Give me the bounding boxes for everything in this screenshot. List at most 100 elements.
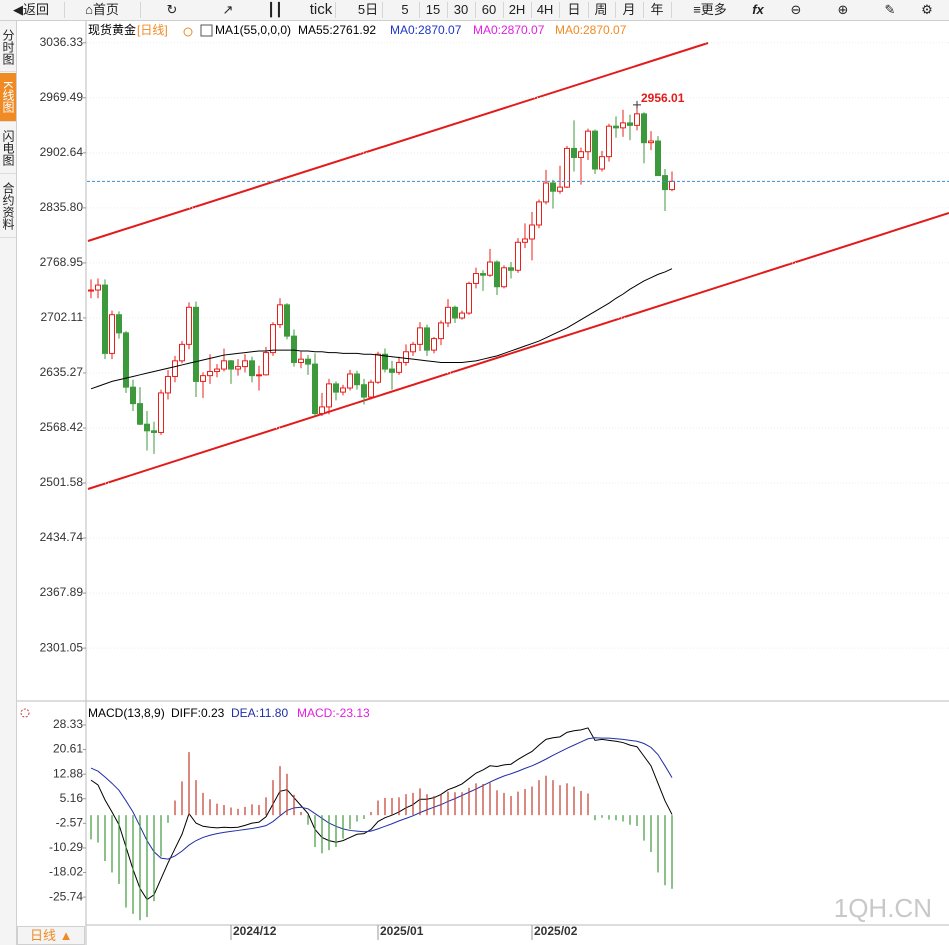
candle-button[interactable]: ┃┃ [267,2,283,17]
candle-body [452,306,458,319]
macd-line [90,727,673,901]
period-button[interactable]: 30 [453,2,469,17]
zoom-in-button[interactable]: ⊕ [837,2,849,17]
candle-body [200,375,206,382]
candle-body [102,284,108,354]
more-button[interactable]: ≡更多 [686,0,734,20]
button-label: 返回 [22,2,49,17]
candle-body [396,361,402,373]
candle-body [235,366,241,370]
candle-body [221,360,227,370]
candle-body [109,314,115,354]
refresh-button[interactable]: ↻ [166,2,178,17]
period-button[interactable]: 5日 [357,2,379,17]
period-button[interactable]: 4H [536,2,554,17]
separator [335,2,336,18]
max-marker [633,100,641,109]
formula-button[interactable]: fx [752,2,764,17]
y-tick-label: 2835.80 [40,200,84,214]
sidebar-tab[interactable]: 闪电图 [0,123,16,174]
period-button[interactable]: 年 [650,2,664,17]
period-button[interactable]: 15 [425,2,441,17]
y-tick-label: 2969.49 [40,90,84,104]
y-tick-label: 2568.42 [40,420,84,434]
sidebar-tab[interactable]: 合约资料 [0,175,16,238]
home-button[interactable]: ⌂首页 [78,0,126,20]
watermark: 1QH.CN [834,893,932,923]
legend-entry: MACD:-23.13 [297,706,370,720]
icon[interactable] [183,27,193,37]
candle-body [543,182,549,203]
period-button[interactable]: 日 [567,2,581,17]
candle-body [438,322,444,340]
candle-body [627,122,633,126]
y-tick-label: 2702.11 [41,310,84,324]
candle-body [333,383,339,393]
period-button[interactable]: 2H [508,2,526,17]
y-tick-label: 2434.74 [40,530,84,544]
period-button[interactable]: 5 [401,2,409,17]
candle-body [641,113,647,144]
candle-body [536,201,542,226]
candle-body [606,125,612,158]
candle-body [634,113,640,126]
period-button[interactable]: 日线 ▲ [17,926,85,945]
candle-body [501,267,507,288]
max-label: 2956.01 [641,91,685,105]
zoom-out-button[interactable]: ⊖ [790,2,802,17]
legend-entry: DIFF:0.23 [171,706,225,720]
y-tick-label: -18.02 [49,865,83,879]
draw-button[interactable]: ✎ [884,2,896,17]
candle-body [669,180,675,191]
chart-button[interactable]: ↗ [222,2,234,17]
candle-body [368,381,374,398]
candle-body [130,386,136,405]
period-button[interactable]: 周 [594,2,608,17]
y-tick-label: 5.16 [60,791,84,805]
candle-body [361,384,367,398]
candle-body [620,122,626,129]
candle-body [270,324,276,354]
toolbar: ◀返回 ⌂首页 ↻ ↗ ┃┃ ≡更多 fx ⊖ ⊕ ✎ ⚙ tick 5日 5 15 3… [0,0,949,21]
separator [559,2,560,18]
candle-body [298,358,304,363]
candle-body [480,273,486,276]
candle-body [571,147,577,158]
settings-icon[interactable] [20,708,30,718]
period-button[interactable]: 月 [622,2,636,17]
period-button[interactable]: tick [309,1,333,18]
candle-body [613,125,619,129]
candle-body [599,156,605,170]
separator [588,2,589,18]
period-button[interactable]: 60 [481,2,497,17]
sidebar-tab[interactable]: K线图 [0,73,16,122]
candle-body [193,306,199,382]
candle-body [312,363,318,415]
candle-body [382,353,388,370]
sidebar-tab[interactable]: 分时图 [0,23,16,72]
candle-body [417,327,423,345]
separator [475,2,476,18]
candle-body [564,147,570,188]
candle-body [347,373,353,389]
icon[interactable] [200,24,213,37]
y-tick-label: -10.29 [49,840,83,854]
candle-body [291,335,297,363]
back-button[interactable]: ◀返回 [8,0,54,20]
candle-body [137,403,143,425]
settings-button[interactable]: ⚙ [921,2,933,17]
candle-body [179,343,185,362]
y-tick-label: -25.74 [49,889,83,903]
macd-line [90,737,673,860]
separator [447,2,448,18]
candle-body [116,314,122,334]
candle-body [207,371,213,377]
button-label: 更多 [700,2,727,17]
x-tick-label: 2024/12 [233,924,277,938]
candle-body [284,304,290,337]
candle-body [186,306,192,345]
candle-body [508,267,514,271]
candle-body [165,375,171,394]
